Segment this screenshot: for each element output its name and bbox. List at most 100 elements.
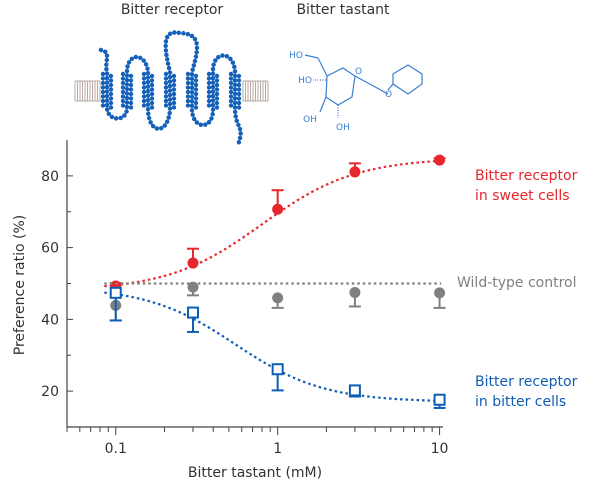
data-point: [434, 154, 446, 166]
helix-dot: [149, 78, 155, 83]
helix-dot: [214, 82, 220, 88]
helix-dot: [236, 82, 242, 88]
molecule-group: HO: [298, 76, 312, 86]
helix-dot: [228, 94, 234, 99]
helix-dot: [214, 87, 220, 92]
helix-dot: [206, 80, 212, 86]
helix-dot: [206, 98, 212, 104]
helix-dot: [193, 100, 199, 106]
helix-dot: [206, 103, 212, 108]
helix-dot: [185, 94, 191, 99]
helix-dot: [236, 87, 242, 92]
helix-dot: [141, 71, 147, 77]
tastant-title: Bitter tastant: [296, 2, 390, 18]
helix-dot: [128, 73, 134, 79]
helix-dot: [206, 94, 212, 99]
data-point: [186, 306, 199, 319]
series-label: in bitter cells: [475, 394, 566, 410]
helix-dot: [214, 91, 220, 97]
helix-dot: [120, 94, 126, 99]
helix-dot: [141, 85, 147, 90]
helix-dot: [185, 76, 191, 81]
helix-dot: [171, 100, 177, 106]
helix-dot: [120, 71, 126, 77]
helix-dot: [100, 98, 106, 104]
helix-dot: [171, 91, 177, 97]
helix-dot: [171, 87, 177, 92]
helix-dot: [141, 94, 147, 99]
helix-dot: [163, 89, 169, 95]
helix-dot: [171, 78, 177, 83]
helix-dot: [228, 89, 234, 95]
helix-dot: [193, 96, 199, 101]
helix-dot: [100, 80, 106, 86]
helix-dot: [206, 89, 212, 95]
helix-dot: [163, 94, 169, 99]
helix-dot: [185, 71, 191, 77]
y-tick-label: 60: [41, 241, 59, 257]
helix-dot: [120, 89, 126, 95]
helix-dot: [149, 73, 155, 79]
helix-dot: [193, 87, 199, 92]
helix-dot: [149, 96, 155, 101]
data-point: [434, 287, 446, 299]
series: Bitter receptor in sweet cells: [104, 154, 578, 292]
helix-dot: [128, 96, 134, 101]
helix-dot: [185, 80, 191, 86]
helix-dot: [236, 91, 242, 97]
helix-dot: [149, 91, 155, 97]
helix-dot: [228, 76, 234, 81]
receptor-chain: [98, 30, 243, 148]
helix-dot: [214, 73, 220, 79]
helix-dot: [128, 100, 134, 106]
helix-dot: [100, 71, 106, 77]
data-point: [272, 292, 284, 304]
x-tick-label: 0.1: [105, 441, 127, 457]
helix-dot: [108, 105, 114, 110]
helix-dot: [214, 100, 220, 106]
helix-dot: [228, 85, 234, 90]
helix-dot: [100, 94, 106, 99]
receptor-helices: [100, 71, 242, 110]
helix-dot: [128, 87, 134, 92]
helix-dot: [141, 76, 147, 81]
helix-dot: [141, 103, 147, 108]
fit-line: [104, 159, 442, 288]
x-tick-label: 1: [273, 441, 282, 457]
helix-dot: [236, 96, 242, 101]
series: Bitter receptor in bitter cells: [104, 286, 578, 410]
helix-dot: [185, 85, 191, 90]
helix-dot: [214, 105, 220, 110]
helix-dot: [100, 103, 106, 108]
data-point: [272, 203, 284, 215]
helix-dot: [149, 87, 155, 92]
y-axis-label: Preference ratio (%): [12, 215, 28, 355]
helix-dot: [228, 103, 234, 108]
helix-dot: [108, 91, 114, 97]
helix-dot: [193, 105, 199, 110]
helix-dot: [108, 100, 114, 106]
helix-dot: [171, 96, 177, 101]
axes: 20 40 60 80 0.1 1 10: [41, 140, 448, 457]
helix-dot: [120, 85, 126, 90]
helix-dot: [128, 91, 134, 97]
helix-dot: [193, 73, 199, 79]
x-tick-label: 10: [431, 441, 449, 457]
helix-dot: [163, 98, 169, 104]
data-point: [349, 166, 361, 178]
helix-dot: [236, 73, 242, 79]
helix-dot: [120, 98, 126, 104]
helix-dot: [228, 80, 234, 86]
molecule-group: OH: [336, 123, 350, 133]
helix-dot: [163, 76, 169, 81]
helix-dot: [171, 82, 177, 88]
helix-dot: [149, 105, 155, 110]
molecule-group: OH: [303, 115, 317, 125]
helix-dot: [185, 89, 191, 95]
data-point: [109, 286, 122, 299]
helix-dot: [141, 98, 147, 104]
helix-dot: [206, 76, 212, 81]
molecule-illustration: HO HO OH OH O O: [289, 51, 423, 133]
series-label: Bitter receptor: [475, 374, 578, 390]
